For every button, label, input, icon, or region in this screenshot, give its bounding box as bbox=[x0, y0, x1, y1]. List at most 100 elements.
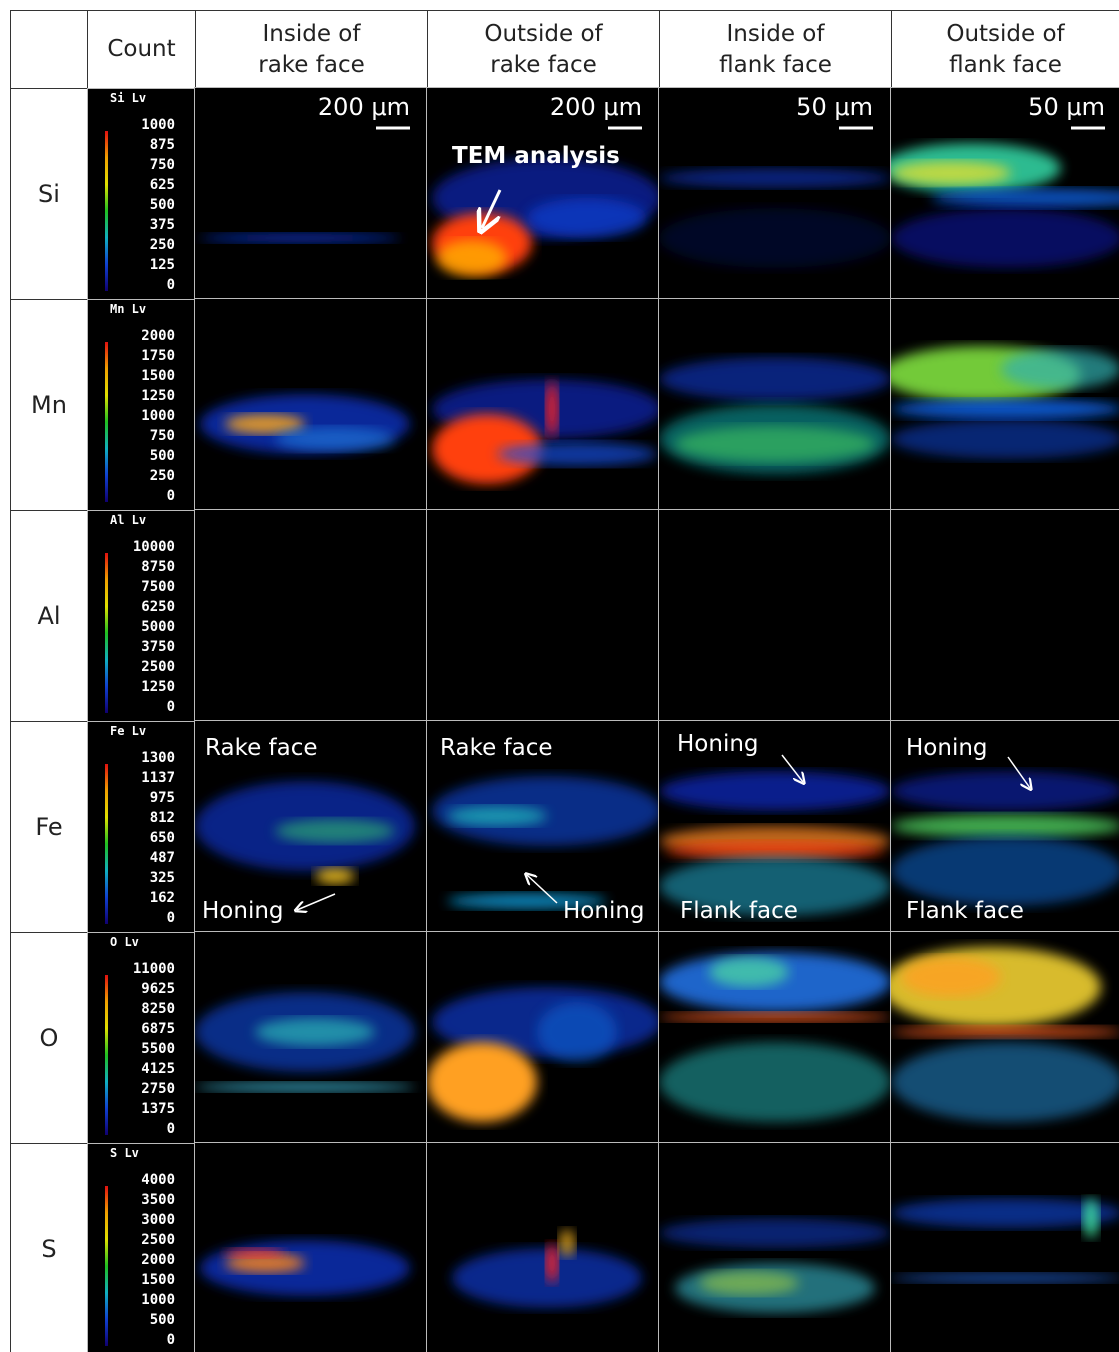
scale-title: Si Lv bbox=[110, 91, 147, 105]
header-line: rake face bbox=[490, 51, 597, 78]
scale-bar-label: 200 μm bbox=[549, 93, 642, 121]
scale-tick: 0 bbox=[166, 910, 175, 926]
scale-tick: 11000 bbox=[132, 961, 175, 977]
map-image bbox=[890, 931, 1119, 1145]
scale-tick: 10000 bbox=[132, 539, 175, 555]
header-line: flank face bbox=[719, 51, 832, 78]
map-region bbox=[225, 414, 305, 434]
scale-title: S Lv bbox=[110, 1146, 139, 1160]
color-scale: Fe Lv 1300 1137 975 812 650 487 325 162 0 bbox=[87, 721, 196, 933]
map-region bbox=[432, 414, 542, 484]
scale-tick: 162 bbox=[149, 890, 175, 906]
scale-tick: 750 bbox=[149, 157, 175, 173]
map-image bbox=[890, 87, 1119, 301]
scale-tick: 750 bbox=[149, 428, 175, 444]
map-region bbox=[659, 856, 891, 916]
column-header: Inside of rake face bbox=[195, 10, 428, 89]
map-region bbox=[665, 841, 885, 861]
flank-face-label: Flank face bbox=[680, 898, 798, 924]
scale-tick: 8250 bbox=[141, 1001, 175, 1017]
map-region bbox=[659, 1218, 891, 1248]
map-region bbox=[891, 399, 1119, 419]
scale-tick: 812 bbox=[149, 810, 175, 826]
honing-label: Honing bbox=[677, 731, 759, 757]
header-line: Inside of bbox=[262, 20, 361, 47]
scale-tick: 2750 bbox=[141, 1081, 175, 1097]
map-region bbox=[891, 1198, 1119, 1228]
scale-tick: 6875 bbox=[141, 1021, 175, 1037]
map-region bbox=[659, 168, 891, 188]
scale-bar-label: 200 μm bbox=[317, 93, 410, 121]
map-region bbox=[891, 419, 1119, 459]
scale-tick: 250 bbox=[149, 237, 175, 253]
scale-tick: 7500 bbox=[141, 579, 175, 595]
element-label: Mn bbox=[10, 299, 88, 511]
header-line: Outside of bbox=[946, 20, 1065, 47]
map-region bbox=[931, 188, 1119, 208]
scale-tick: 1500 bbox=[141, 1272, 175, 1288]
header-line: rake face bbox=[258, 51, 365, 78]
scale-tick: 0 bbox=[166, 488, 175, 504]
map-region bbox=[891, 1042, 1119, 1122]
honing-label: Honing bbox=[202, 898, 284, 924]
map-region bbox=[275, 427, 395, 451]
map-region bbox=[537, 1002, 617, 1062]
column-header: Inside of flank face bbox=[659, 10, 892, 89]
rake-face-label: Rake face bbox=[205, 735, 318, 761]
scale-tick: 4000 bbox=[141, 1172, 175, 1188]
map-image bbox=[426, 509, 661, 723]
color-bar bbox=[105, 764, 108, 924]
scale-tick: 487 bbox=[149, 850, 175, 866]
color-scale: Mn Lv 2000 1750 1500 1250 1000 750 500 250 0 bbox=[87, 299, 196, 511]
map-region bbox=[659, 357, 891, 401]
map-region bbox=[709, 957, 789, 987]
scale-tick: 9625 bbox=[141, 981, 175, 997]
scale-tick: 875 bbox=[149, 137, 175, 153]
scale-tick: 4125 bbox=[141, 1061, 175, 1077]
scale-tick: 125 bbox=[149, 257, 175, 273]
color-bar bbox=[105, 342, 108, 502]
map-region bbox=[699, 1271, 799, 1295]
map-region bbox=[1001, 349, 1119, 389]
map-region bbox=[659, 208, 891, 268]
scale-tick: 3000 bbox=[141, 1212, 175, 1228]
element-label: S bbox=[10, 1143, 88, 1352]
color-scale: Al Lv 10000 8750 7500 6250 5000 3750 2500 1250 0 bbox=[87, 510, 196, 722]
color-bar bbox=[105, 131, 108, 291]
scale-tick: 250 bbox=[149, 468, 175, 484]
scale-tick: 0 bbox=[166, 1332, 175, 1348]
scale-tick: 1137 bbox=[141, 770, 175, 786]
map-image bbox=[426, 298, 661, 512]
map-region bbox=[891, 771, 1119, 811]
scale-tick: 1750 bbox=[141, 348, 175, 364]
map-region bbox=[200, 233, 400, 243]
map-region bbox=[559, 1229, 575, 1257]
scale-tick: 650 bbox=[149, 830, 175, 846]
scale-tick: 500 bbox=[149, 197, 175, 213]
scale-tick: 1000 bbox=[141, 1292, 175, 1308]
scale-bar-label: 50 μm bbox=[796, 93, 873, 121]
map-image bbox=[194, 509, 429, 723]
honing-label: Honing bbox=[906, 735, 988, 761]
map-region bbox=[659, 771, 891, 811]
tem-label: TEM analysis bbox=[452, 143, 620, 169]
scale-tick: 1250 bbox=[141, 679, 175, 695]
map-region bbox=[891, 208, 1119, 268]
scale-tick: 625 bbox=[149, 177, 175, 193]
scale-tick: 5000 bbox=[141, 619, 175, 635]
scale-tick: 1250 bbox=[141, 388, 175, 404]
map-region bbox=[546, 381, 558, 437]
map-image bbox=[194, 298, 429, 512]
scale-tick: 500 bbox=[149, 1312, 175, 1328]
scale-tick: 2500 bbox=[141, 1232, 175, 1248]
map-region bbox=[891, 1273, 1119, 1283]
map-region bbox=[675, 426, 875, 462]
map-region bbox=[546, 1243, 558, 1283]
map-region bbox=[275, 819, 395, 843]
map-region bbox=[497, 442, 657, 466]
map-region bbox=[891, 814, 1119, 838]
element-label: Si bbox=[10, 88, 88, 300]
map-image bbox=[890, 1142, 1119, 1352]
scale-tick: 375 bbox=[149, 217, 175, 233]
